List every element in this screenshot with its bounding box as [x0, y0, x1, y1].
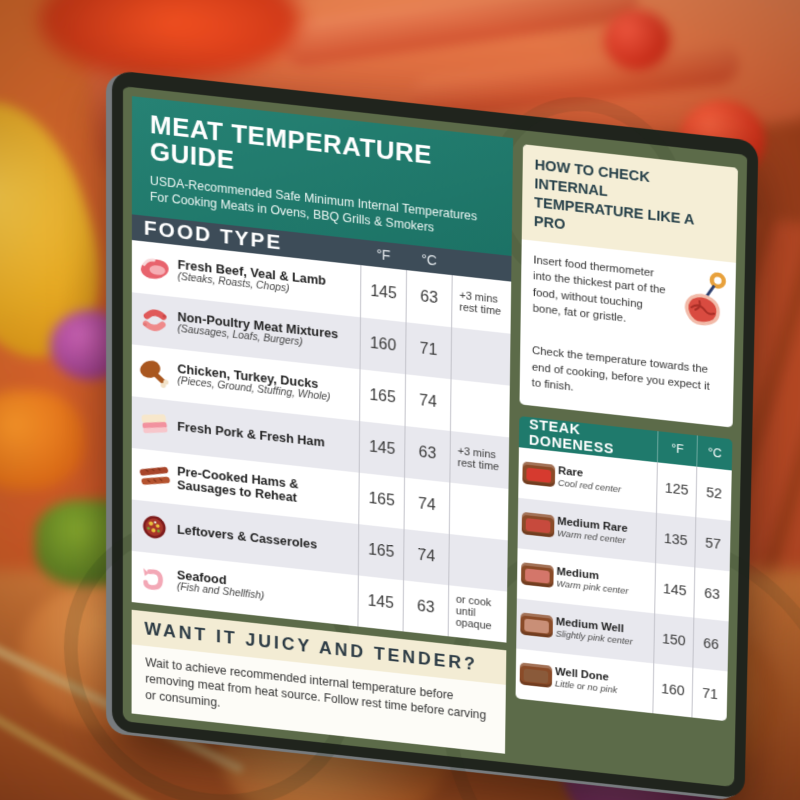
- temp-c-value: 63: [404, 425, 450, 483]
- rest-time-note: +3 mins rest time: [451, 274, 512, 334]
- pro-tip-body: Insert food thermometer into the thickes…: [519, 239, 736, 427]
- tomato-photo: [604, 10, 670, 70]
- food-name: Pre-Cooked Hams & Sausages to Reheat: [177, 463, 299, 506]
- table-row-beef: Fresh Beef, Veal & Lamb (Steaks, Roasts,…: [132, 240, 512, 334]
- sausage-links-icon: [132, 303, 178, 337]
- pork-ham-icon: [132, 407, 178, 441]
- temp-c-value: 52: [695, 466, 732, 521]
- temp-f-value: 135: [655, 512, 696, 568]
- fahrenheit-column-label: °F: [656, 430, 697, 467]
- temp-c-value: 57: [694, 516, 731, 571]
- food-name: Leftovers & Casseroles: [176, 521, 318, 552]
- temp-f-value: 160: [652, 662, 693, 718]
- table-row-leftovers: Leftovers & Casseroles 165 74: [131, 499, 508, 592]
- temp-f-value: 145: [357, 575, 404, 632]
- temp-c-value: 71: [405, 321, 452, 379]
- celsius-column-label: °C: [421, 251, 437, 269]
- meat-temperature-guide-board: MEAT TEMPERATURE GUIDE USDA-Recommended …: [63, 70, 800, 800]
- drumstick-icon: [132, 355, 178, 389]
- sausages-icon: [132, 459, 177, 493]
- rest-time-note: +3 mins rest time: [449, 430, 510, 489]
- rest-time-note: [448, 482, 509, 541]
- temp-f-value: 150: [653, 612, 694, 668]
- pro-tip-paragraph-2: Check the temperature towards the end of…: [531, 344, 710, 394]
- table-row-poultry: Chicken, Turkey, Ducks (Pieces, Ground, …: [132, 344, 510, 438]
- rest-time-note: [450, 326, 511, 386]
- steak-cross-section-icon: [516, 612, 556, 639]
- temp-f-value: 125: [656, 461, 697, 517]
- temp-c-value: 74: [404, 373, 451, 431]
- steak-cross-section-icon: [517, 562, 557, 588]
- temp-c-value: 63: [405, 269, 452, 327]
- steak-cross-section-icon: [518, 511, 558, 538]
- rest-time-note: [448, 533, 508, 592]
- temp-f-value: 145: [359, 264, 407, 322]
- steak-cross-section-icon: [518, 461, 558, 488]
- steak-doneness-panel: STEAK DONENESS °F °C Rare Cool red cente…: [515, 415, 733, 721]
- temp-f-value: 145: [654, 562, 695, 618]
- cook-note: or cook until opaque: [447, 584, 508, 643]
- shrimp-icon: [132, 562, 177, 596]
- food-name: Fresh Pork & Fresh Ham: [177, 418, 325, 450]
- temp-c-value: 63: [402, 580, 449, 637]
- table-row-pork: Fresh Pork & Fresh Ham 145 63 +3 mins re…: [131, 396, 510, 489]
- meat-thermometer-icon: [677, 266, 730, 338]
- steak-chop-icon: [132, 251, 178, 286]
- rest-time-note: [449, 378, 510, 438]
- steak-cross-section-icon: [516, 662, 555, 688]
- celsius-column-label: °C: [696, 435, 733, 471]
- temp-c-value: 66: [692, 617, 729, 672]
- steak-doneness-table: Rare Cool red center 125 52 Medium Rare …: [515, 446, 732, 721]
- right-column: HOW TO CHECK INTERNAL TEMPERATURE LIKE A …: [515, 144, 738, 777]
- casserole-icon: [132, 510, 177, 544]
- temp-f-value: 145: [358, 420, 405, 478]
- table-row-meat-mixtures: Non-Poultry Meat Mixtures (Sausages, Loa…: [131, 292, 511, 386]
- temp-c-value: 74: [403, 528, 449, 585]
- orange-pepper-photo: [0, 390, 85, 490]
- fahrenheit-column-label: °F: [376, 246, 391, 264]
- temp-f-value: 165: [358, 472, 405, 529]
- left-column: MEAT TEMPERATURE GUIDE USDA-Recommended …: [131, 96, 514, 754]
- temp-c-value: 71: [691, 667, 728, 721]
- temp-f-value: 165: [357, 523, 404, 581]
- food-temperature-table: Fresh Beef, Veal & Lamb (Steaks, Roasts,…: [131, 239, 512, 643]
- temp-f-value: 160: [359, 317, 406, 374]
- temp-c-value: 63: [693, 567, 730, 622]
- temp-f-value: 165: [359, 368, 406, 426]
- pro-tip-panel: HOW TO CHECK INTERNAL TEMPERATURE LIKE A …: [519, 144, 738, 428]
- temp-c-value: 74: [403, 477, 450, 534]
- table-row-precooked: Pre-Cooked Hams & Sausages to Reheat 165…: [132, 448, 509, 541]
